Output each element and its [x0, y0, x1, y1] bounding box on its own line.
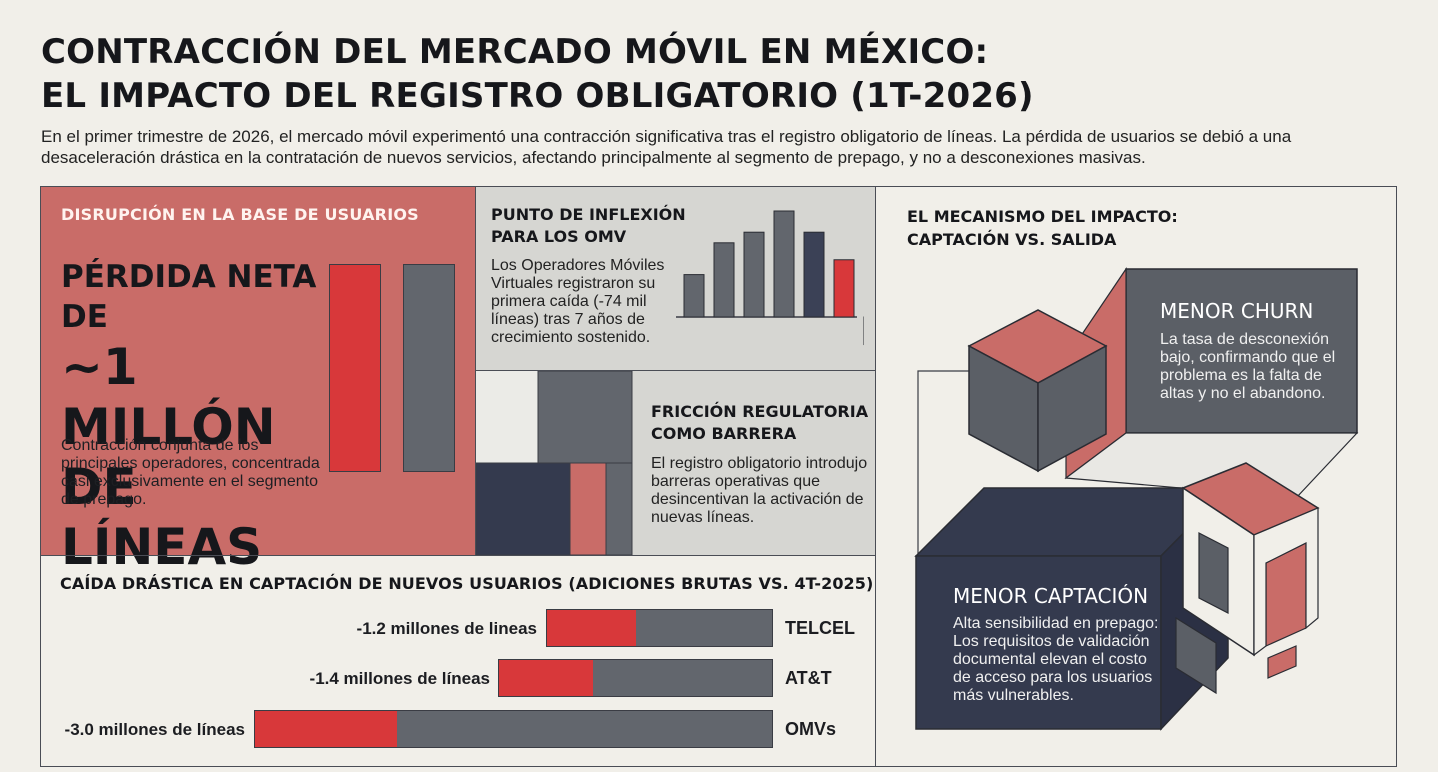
intro-line-1: En el primer trimestre de 2026, el merca…	[41, 127, 1292, 146]
omv-trend-bar	[803, 231, 825, 318]
gray-bar-shape	[403, 264, 455, 472]
churn-title: MENOR CHURN	[1160, 299, 1314, 323]
intro-line-2: desaceleración drástica en la contrataci…	[41, 148, 1146, 167]
churn-body: La tasa de desconexión bajo, confirmando…	[1160, 331, 1336, 402]
omv-bar	[254, 710, 773, 748]
att-bar-remaining	[593, 660, 772, 696]
block-navy	[476, 462, 571, 555]
telcel-bar	[546, 609, 773, 647]
omv-trend-bar	[743, 231, 765, 318]
omv-trend-chart	[676, 210, 864, 346]
omv-trend-bar	[833, 259, 855, 318]
intro-paragraph: En el primer trimestre de 2026, el merca…	[41, 126, 1401, 168]
net-loss-headline: PÉRDIDA NETA DE ~1 MILLÓN DE LÍNEAS	[61, 257, 331, 577]
mechanism-title: EL MECANISMO DEL IMPACTO: CAPTACIÓN VS. …	[907, 207, 1178, 249]
capture-body: Alta sensibilidad en prepago: Los requis…	[953, 615, 1159, 704]
omv-value-label: -3.0 millones de líneas	[64, 720, 245, 739]
att-bar	[498, 659, 773, 697]
exploded-cube-piece-1	[1198, 532, 1229, 614]
block-light	[476, 371, 538, 463]
headline-line-3: DE LÍNEAS	[61, 458, 263, 576]
gross-adds-title: CAÍDA DRÁSTICA EN CAPTACIÓN DE NUEVOS US…	[60, 574, 874, 593]
att-value-label: -1.4 millones de líneas	[309, 669, 490, 688]
cubes-illustration	[914, 267, 1359, 731]
capture-title: MENOR CAPTACIÓN	[953, 584, 1149, 608]
inflection-body: Los Operadores Móviles Virtuales registr…	[491, 257, 665, 346]
headline-line-2: ~1 MILLÓN	[61, 338, 276, 456]
disruption-body: Contracción conjunta de los principales …	[61, 437, 320, 508]
title-line-1: CONTRACCIÓN DEL MERCADO MÓVIL EN MÉXICO:	[41, 32, 989, 72]
disruption-title: DISRUPCIÓN EN LA BASE DE USUARIOS	[61, 205, 419, 224]
omv-label: OMVs	[785, 719, 837, 739]
page-title: CONTRACCIÓN DEL MERCADO MÓVIL EN MÉXICO:…	[41, 30, 1141, 118]
omv-bar-decline	[255, 711, 397, 747]
omv-trend-bar	[773, 210, 795, 318]
omv-bar-remaining	[397, 711, 772, 747]
gross-adds-panel: CAÍDA DRÁSTICA EN CAPTACIÓN DE NUEVOS US…	[41, 555, 875, 766]
block-slate-top	[537, 371, 633, 464]
telcel-bar-remaining	[636, 610, 772, 646]
telcel-label: TELCEL	[785, 618, 855, 638]
telcel-value-label: -1.2 millones de lineas	[356, 619, 537, 638]
omv-trend-bar	[683, 274, 705, 318]
disruption-panel: DISRUPCIÓN EN LA BASE DE USUARIOS PÉRDID…	[41, 187, 475, 576]
red-bar-shape	[329, 264, 381, 472]
att-label: AT&T	[785, 668, 832, 688]
mechanism-panel: EL MECANISMO DEL IMPACTO: CAPTACIÓN VS. …	[875, 187, 1396, 766]
title-line-2: EL IMPACTO DEL REGISTRO OBLIGATORIO (1T-…	[41, 76, 1034, 116]
block-red	[569, 462, 607, 555]
omv-trend-bars	[683, 210, 864, 346]
block-slate-bottom	[605, 462, 633, 555]
exploded-cube-piece-3	[1253, 507, 1319, 657]
exploded-cube-piece-5	[1267, 645, 1297, 679]
inflection-title: PUNTO DE INFLEXIÓN PARA LOS OMV	[491, 205, 686, 246]
exploded-cube-piece-4	[1175, 616, 1217, 695]
infographic-frame	[40, 186, 1397, 767]
inflection-panel: PUNTO DE INFLEXIÓN PARA LOS OMV Los Oper…	[475, 187, 875, 371]
friction-panel: FRICCIÓN REGULATORIA COMO BARRERA El reg…	[475, 371, 875, 555]
small-cube-right	[1037, 344, 1107, 473]
friction-body: El registro obligatorio introdujo barrer…	[651, 455, 868, 526]
friction-title: FRICCIÓN REGULATORIA COMO BARRERA	[651, 402, 869, 443]
omv-trend-bar	[713, 242, 735, 318]
block-composition-graphic	[476, 371, 633, 555]
telcel-bar-decline	[547, 610, 636, 646]
att-bar-decline	[499, 660, 593, 696]
headline-line-1: PÉRDIDA NETA DE	[61, 259, 317, 335]
